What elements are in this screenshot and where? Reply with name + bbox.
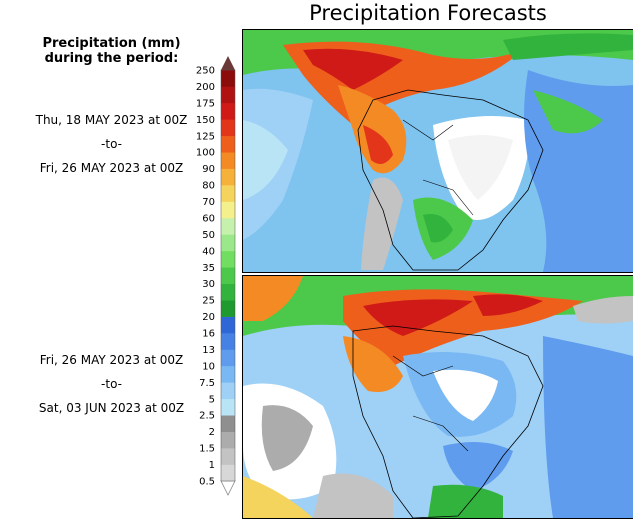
colorbar-tick-label: 30 (202, 279, 215, 290)
colorbar-title-line1: Precipitation (mm) (42, 36, 181, 51)
colorbar-segment (221, 70, 235, 87)
period-1-separator: -to- (101, 137, 122, 151)
colorbar-segment (221, 86, 235, 104)
colorbar-segment (221, 398, 235, 416)
colorbar-outline (220, 69, 236, 482)
colorbar-tick-label: 1.5 (199, 444, 215, 455)
colorbar-tick-label: 50 (202, 230, 215, 241)
period-2-label: Fri, 26 MAY 2023 at 00Z -to- Sat, 03 JUN… (0, 348, 223, 420)
colorbar-segment (221, 365, 235, 383)
colorbar-tick-label: 20 (202, 312, 215, 323)
colorbar-tick-label: 2 (209, 427, 215, 438)
colorbar-segment (221, 201, 235, 219)
colorbar-segment (221, 283, 235, 301)
colorbar-tick-label: 35 (202, 263, 215, 274)
colorbar-tick-label: 70 (202, 197, 215, 208)
colorbar-segment (221, 135, 235, 153)
colorbar-tick-label: 0.5 (199, 477, 215, 488)
period-1-start: Thu, 18 MAY 2023 at 00Z (35, 113, 188, 127)
forecast-map-period-2 (242, 275, 633, 519)
forecast-map-period-1 (242, 29, 633, 273)
colorbar-segment (221, 234, 235, 252)
colorbar-title-line2: during the period: (44, 51, 179, 66)
colorbar-tick-label: 250 (196, 66, 215, 77)
colorbar-tick-label: 80 (202, 181, 215, 192)
colorbar-tick-label: 60 (202, 213, 215, 224)
colorbar-tick-label: 40 (202, 246, 215, 257)
colorbar-segment (221, 316, 235, 334)
colorbar-tick-label: 25 (202, 296, 215, 307)
colorbar-min-arrow (220, 480, 236, 496)
colorbar-segment (221, 250, 235, 268)
period-1-label: Thu, 18 MAY 2023 at 00Z -to- Fri, 26 MAY… (0, 108, 223, 180)
period-2-end: Sat, 03 JUN 2023 at 00Z (38, 401, 185, 415)
period-1-end: Fri, 26 MAY 2023 at 00Z (39, 161, 184, 175)
colorbar-segment (221, 349, 235, 367)
period-2-start: Fri, 26 MAY 2023 at 00Z (39, 353, 184, 367)
colorbar-segment (221, 152, 235, 169)
colorbar-segment (221, 448, 235, 465)
colorbar-segment (221, 464, 235, 482)
colorbar-tick-label: 16 (202, 329, 215, 340)
colorbar-segment (221, 102, 235, 120)
colorbar-segment (221, 267, 235, 285)
colorbar-segment (221, 415, 235, 432)
colorbar-segment (221, 431, 235, 449)
colorbar-segment (221, 382, 235, 400)
colorbar-segment (221, 168, 235, 186)
period-2-separator: -to- (101, 377, 122, 391)
colorbar-tick-label: 1 (209, 460, 215, 471)
page-title: Precipitation Forecasts (309, 1, 547, 25)
colorbar-segment (221, 333, 235, 350)
colorbar-title: Precipitation (mm) during the period: (0, 36, 223, 66)
colorbar-segment (221, 300, 235, 317)
colorbar-segment (221, 119, 235, 137)
colorbar-segment (221, 185, 235, 202)
colorbar-segment (221, 217, 235, 235)
colorbar-max-arrow (221, 56, 235, 70)
colorbar-tick-label: 200 (196, 82, 215, 93)
